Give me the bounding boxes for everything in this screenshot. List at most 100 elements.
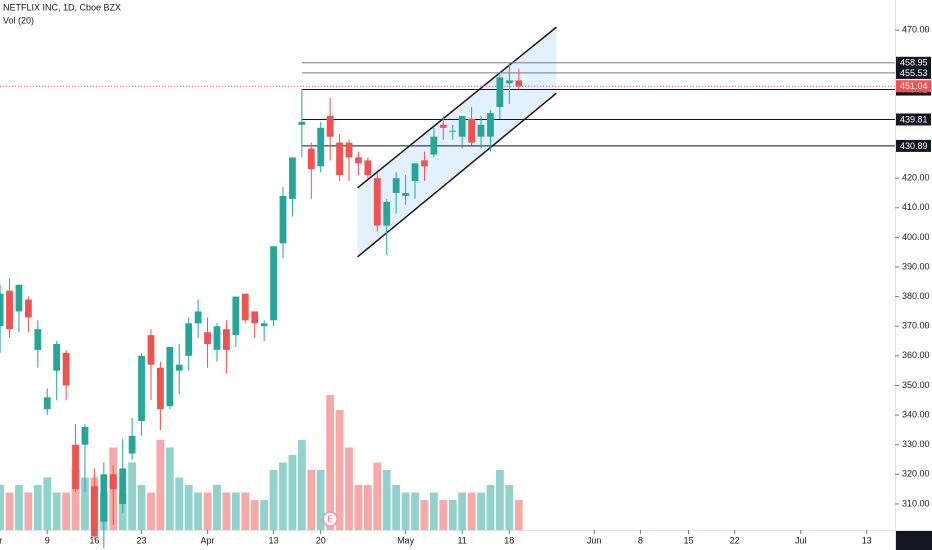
volume-bar [222, 492, 231, 530]
y-tick-label: 400.00 [902, 232, 930, 242]
volume-bar [514, 500, 523, 530]
candle-body [402, 192, 409, 196]
volume-bar [241, 492, 250, 530]
candle-body [449, 130, 457, 132]
x-tick-label: 20 [316, 535, 326, 545]
candle-body [411, 163, 419, 182]
volume-bar [15, 485, 23, 530]
volume-bar [194, 492, 203, 530]
candle-body [100, 474, 108, 522]
volume-bar [307, 470, 316, 530]
candle-body [307, 148, 315, 170]
volume-bar [335, 410, 344, 530]
volume-bar [401, 492, 410, 530]
candle-body [109, 474, 117, 490]
candle-body [175, 364, 183, 371]
earnings-marker [322, 511, 338, 527]
volume-bar [5, 492, 14, 530]
candle-body [355, 157, 362, 164]
candle-body [34, 329, 42, 350]
candle-body [251, 311, 259, 324]
volume-bar [458, 492, 467, 530]
x-tick-label: 13 [862, 535, 872, 545]
candle-body [487, 112, 494, 137]
candle-body [223, 329, 230, 350]
volume-bar [373, 462, 382, 530]
candle-body [505, 80, 513, 84]
volume-bar [363, 485, 372, 530]
channel-fill [357, 27, 557, 257]
x-tick-label: 9 [45, 535, 50, 545]
candle-body [270, 246, 277, 321]
candle-body [6, 290, 13, 330]
volume-bar [43, 477, 52, 530]
candle-body [345, 142, 353, 158]
candle-body [128, 435, 136, 454]
candle-body [373, 178, 381, 226]
x-tick-label: May [397, 535, 415, 545]
candle-body [0, 293, 4, 327]
candle-body [166, 346, 174, 407]
volume-bar [203, 492, 212, 530]
x-tick-label: 13 [269, 535, 279, 545]
price-label: 455.53 [900, 68, 928, 78]
volume-bar [250, 500, 259, 530]
candle-body [421, 160, 428, 167]
x-tick-label: 8 [638, 535, 643, 545]
volume-bar [467, 492, 476, 530]
candle-body [496, 77, 504, 108]
candle-body [364, 160, 372, 176]
price-label-box [896, 56, 931, 69]
volume-bar [62, 492, 70, 530]
candle-body [468, 118, 475, 143]
candle-body [24, 299, 32, 318]
volume-bar [33, 485, 42, 530]
volume-bar [288, 455, 297, 530]
y-tick-label: 350.00 [902, 380, 930, 390]
candle-body [147, 335, 155, 365]
volume-bar [429, 492, 438, 530]
volume-bar [345, 447, 353, 530]
candle-body [383, 201, 391, 226]
price-label: 439.81 [900, 114, 928, 124]
volume-bar [269, 470, 278, 530]
chart-title: NETFLIX INC, 1D, Cboe BZX [3, 2, 121, 12]
y-tick-label: 310.00 [902, 498, 930, 508]
candle-body [515, 80, 523, 87]
price-label: 430.89 [900, 141, 928, 151]
volume-bar [175, 477, 184, 530]
candle-body [62, 352, 70, 386]
x-tick-label: Mar [0, 535, 2, 545]
candle-body [72, 444, 79, 490]
candle-body [81, 426, 89, 445]
candle-body [298, 121, 306, 125]
corner [896, 531, 932, 550]
volume-bar [128, 462, 137, 530]
candle-body [439, 124, 447, 128]
volume-bar [448, 500, 457, 530]
volume-bar [0, 485, 4, 530]
x-tick-label: 15 [683, 535, 693, 545]
candle-body [157, 367, 164, 410]
x-tick-label: 23 [137, 535, 147, 545]
x-tick-label: 18 [504, 535, 514, 545]
candle-body [241, 293, 249, 321]
volume-bar [71, 470, 80, 530]
price-label-box [896, 66, 931, 79]
y-tick-label: 390.00 [902, 261, 930, 271]
volume-bar [52, 492, 61, 530]
candle-body [279, 195, 287, 244]
volume-bar [156, 440, 165, 530]
plot: E [0, 26, 895, 549]
candle-body [392, 178, 400, 193]
volume-bar [392, 485, 401, 530]
x-tick-label: Apr [201, 535, 215, 545]
candle-body [477, 124, 485, 137]
channel-line [357, 92, 557, 258]
y-tick-label: 470.00 [902, 24, 930, 34]
volume-bar [213, 485, 221, 530]
x-tick-label: 16 [89, 535, 99, 545]
volume-bar [486, 485, 495, 530]
volume-bar [439, 500, 448, 530]
